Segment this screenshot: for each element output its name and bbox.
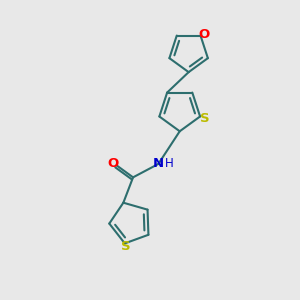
Text: O: O [199,28,210,40]
Text: O: O [107,157,119,169]
Text: S: S [122,241,131,254]
Text: S: S [200,112,210,125]
Text: N: N [153,157,164,170]
Text: H: H [165,157,174,170]
